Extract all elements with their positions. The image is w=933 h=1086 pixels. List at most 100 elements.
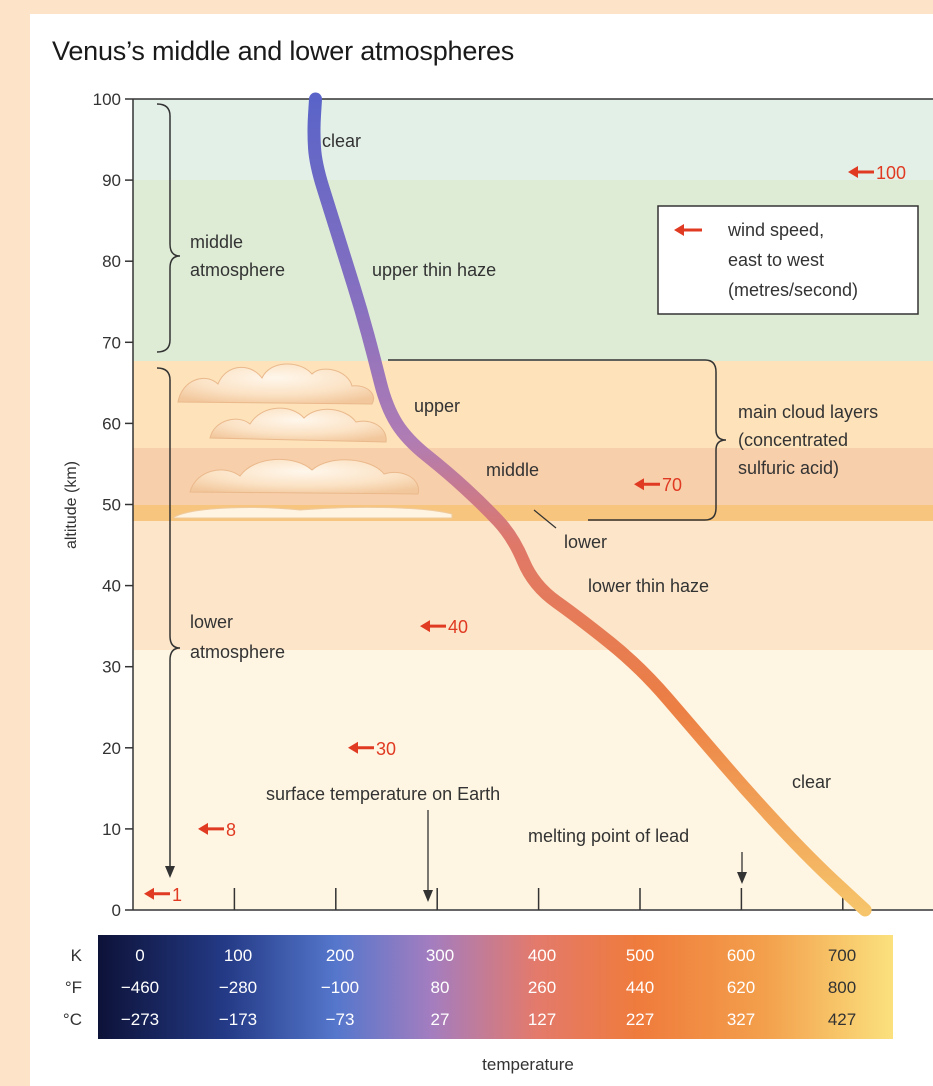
band-clear-upper <box>133 99 933 180</box>
fahrenheit-value: 80 <box>431 978 450 997</box>
celsius-value: 227 <box>626 1010 654 1029</box>
y-axis-ticks: 0 10 20 30 40 50 60 70 80 90 100 <box>93 90 133 920</box>
wind-marker-70: 70 <box>634 475 682 495</box>
cloud-layers-brace <box>388 359 727 521</box>
upper-cloud-icon <box>177 363 387 443</box>
celsius-value: 427 <box>828 1010 856 1029</box>
wind-speed-value: 8 <box>226 820 236 840</box>
kelvin-value: 700 <box>828 946 856 965</box>
x-axis-ticks <box>233 888 844 910</box>
fahrenheit-value: −460 <box>121 978 159 997</box>
wind-legend: wind speed, east to west (metres/second) <box>657 205 919 315</box>
y-axis-label: altitude (km) <box>63 461 80 549</box>
fahrenheit-value: 440 <box>626 978 654 997</box>
layer-label-lower-thin-haze: lower thin haze <box>588 576 709 596</box>
temperature-axis-label: temperature <box>482 1055 574 1074</box>
cloud-illustration <box>173 363 453 519</box>
layer-label-upper: upper <box>414 396 460 416</box>
celsius-value: −73 <box>326 1010 355 1029</box>
y-tick-label: 90 <box>102 171 121 190</box>
legend-line-2: east to west <box>728 250 824 270</box>
middle-atmosphere-label-2: atmosphere <box>190 260 285 280</box>
celsius-value: 327 <box>727 1010 755 1029</box>
wind-arrow-head <box>634 478 644 491</box>
fahrenheit-value: −100 <box>321 978 359 997</box>
cloud-note-2: (concentrated <box>738 430 848 450</box>
temperature-profile-line <box>307 92 872 917</box>
legend-line-3: (metres/second) <box>728 280 858 300</box>
y-tick-label: 80 <box>102 252 121 271</box>
cloud-note-3: sulfuric acid) <box>738 458 839 478</box>
wind-speed-value: 100 <box>876 163 906 183</box>
kelvin-value: 0 <box>135 946 144 965</box>
layer-label-clear-top: clear <box>322 131 361 151</box>
band-clear-lower <box>133 650 933 909</box>
wind-marker-100: 100 <box>848 163 906 183</box>
y-tick-label: 70 <box>102 333 121 352</box>
wind-arrow-head <box>420 620 430 633</box>
wind-speed-value: 1 <box>172 885 182 905</box>
middle-cloud-icon <box>189 458 420 495</box>
lower-atmosphere-label-1: lower <box>190 612 233 632</box>
wind-speed-value: 70 <box>662 475 682 495</box>
y-tick-label: 50 <box>102 496 121 515</box>
temperature-scale-values: 0 100 200 300 400 500 600 700 −460 −280 −100 80 260 4… <box>121 946 856 1029</box>
celsius-value: −273 <box>121 1010 159 1029</box>
kelvin-value: 200 <box>326 946 354 965</box>
kelvin-value: 500 <box>626 946 654 965</box>
legend-arrow-icon <box>674 224 702 236</box>
celsius-value: −173 <box>219 1010 257 1029</box>
temperature-color-bar <box>98 935 893 1039</box>
celsius-value: 127 <box>528 1010 556 1029</box>
unit-label-c: °C <box>63 1010 82 1029</box>
melting-point-arrow-icon <box>737 852 747 884</box>
wind-speed-value: 40 <box>448 617 468 637</box>
layer-label-lower: lower <box>564 532 607 552</box>
wind-arrow-head <box>144 887 154 900</box>
unit-label-f: °F <box>65 978 82 997</box>
wind-arrow-head <box>348 741 358 754</box>
fahrenheit-value: 620 <box>727 978 755 997</box>
y-tick-label: 0 <box>112 901 121 920</box>
wind-marker-30: 30 <box>348 739 396 759</box>
lower-atmosphere-label-2: atmosphere <box>190 642 285 662</box>
cloud-note-1: main cloud layers <box>738 402 878 422</box>
fahrenheit-value: 800 <box>828 978 856 997</box>
fahrenheit-value: 260 <box>528 978 556 997</box>
annotation-melting-point-lead: melting point of lead <box>528 826 689 846</box>
lower-leader-line <box>533 509 557 529</box>
wind-speed-value: 30 <box>376 739 396 759</box>
y-tick-label: 60 <box>102 414 121 433</box>
surface-temp-arrow-icon <box>423 810 433 902</box>
legend-box <box>657 205 919 315</box>
wind-marker-8: 8 <box>198 820 236 840</box>
layer-label-middle: middle <box>486 460 539 480</box>
kelvin-value: 300 <box>426 946 454 965</box>
figure-title: Venus’s middle and lower atmospheres <box>52 36 515 66</box>
wind-arrow-head <box>198 822 208 835</box>
kelvin-value: 400 <box>528 946 556 965</box>
legend-line-1: wind speed, <box>727 220 824 240</box>
annotation-surface-temp-earth: surface temperature on Earth <box>266 784 500 804</box>
y-tick-label: 40 <box>102 577 121 596</box>
kelvin-value: 600 <box>727 946 755 965</box>
wind-arrow-head <box>848 165 858 178</box>
y-tick-label: 100 <box>93 90 121 109</box>
kelvin-value: 100 <box>224 946 252 965</box>
wind-marker-40: 40 <box>420 617 468 637</box>
fahrenheit-value: −280 <box>219 978 257 997</box>
layer-label-upper-thin-haze: upper thin haze <box>372 260 496 280</box>
wind-marker-1: 1 <box>144 885 182 905</box>
wind-speed-markers: 100 70 40 30 8 1 <box>144 163 906 905</box>
layer-label-clear-bottom: clear <box>792 772 831 792</box>
lower-atmosphere-brace <box>156 367 181 878</box>
y-tick-label: 30 <box>102 658 121 677</box>
celsius-value: 27 <box>431 1010 450 1029</box>
y-tick-label: 10 <box>102 820 121 839</box>
lower-cloud-icon <box>173 506 453 519</box>
middle-atmosphere-brace <box>156 103 181 353</box>
middle-atmosphere-label-1: middle <box>190 232 243 252</box>
unit-label-k: K <box>71 946 83 965</box>
y-tick-label: 20 <box>102 739 121 758</box>
